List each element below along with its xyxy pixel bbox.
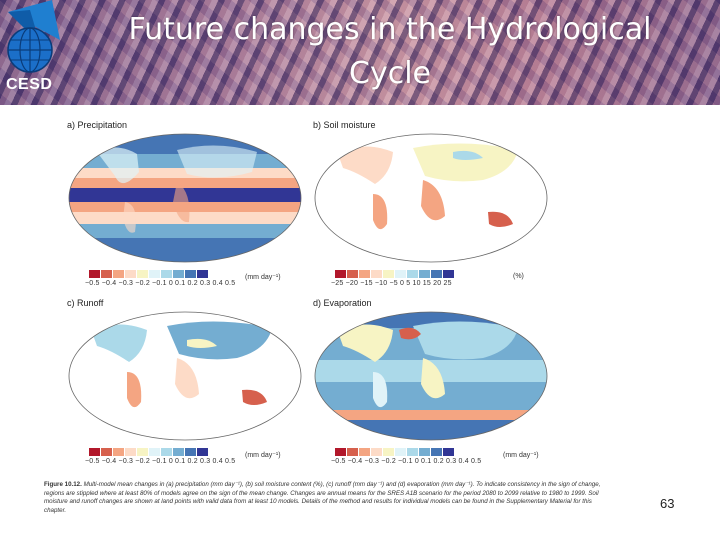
header-banner: CESD Future changes in the Hydrological … bbox=[0, 0, 720, 105]
figure-caption: Figure 10.12. Multi-model mean changes i… bbox=[44, 481, 604, 515]
evaporation-unit: (mm day⁻¹) bbox=[503, 452, 539, 459]
runoff-colorbar bbox=[89, 448, 209, 456]
figure-10-12: a) Precipitation −0.5 −0.4 −0.3 −0.2 −0.… bbox=[55, 110, 615, 528]
slide-title: Future changes in the Hydrological Cycle bbox=[128, 12, 652, 91]
precipitation-unit: (mm day⁻¹) bbox=[245, 274, 281, 281]
logo-text: CESD bbox=[6, 76, 53, 93]
soil-moisture-unit: (%) bbox=[513, 273, 524, 280]
precipitation-legend: −0.5 −0.4 −0.3 −0.2 −0.1 0 0.1 0.2 0.3 0… bbox=[67, 270, 303, 292]
caption-label: Figure 10.12. bbox=[44, 481, 82, 488]
precipitation-colorbar bbox=[89, 270, 209, 278]
runoff-ticks: −0.5 −0.4 −0.3 −0.2 −0.1 0 0.1 0.2 0.3 0… bbox=[85, 458, 236, 465]
caption-text: Multi-model mean changes in (a) precipit… bbox=[44, 481, 601, 514]
soil-moisture-ticks: −25 −20 −15 −10 −5 0 5 10 15 20 25 bbox=[331, 280, 452, 287]
runoff-map bbox=[68, 311, 302, 441]
runoff-legend: −0.5 −0.4 −0.3 −0.2 −0.1 0 0.1 0.2 0.3 0… bbox=[67, 448, 303, 470]
precipitation-ticks: −0.5 −0.4 −0.3 −0.2 −0.1 0 0.1 0.2 0.3 0… bbox=[85, 280, 236, 287]
panel-b-label: b) Soil moisture bbox=[313, 120, 376, 130]
soil-moisture-colorbar bbox=[335, 270, 455, 278]
soil-moisture-map bbox=[314, 133, 548, 263]
precipitation-map bbox=[68, 133, 302, 263]
runoff-unit: (mm day⁻¹) bbox=[245, 452, 281, 459]
evaporation-legend: −0.5 −0.4 −0.3 −0.2 −0.1 0 0.1 0.2 0.3 0… bbox=[313, 448, 549, 470]
panel-d-label: d) Evaporation bbox=[313, 298, 372, 308]
evaporation-colorbar bbox=[335, 448, 455, 456]
panel-c-label: c) Runoff bbox=[67, 298, 104, 308]
page-number: 63 bbox=[660, 496, 675, 511]
cesd-logo-icon bbox=[7, 0, 60, 73]
evaporation-map bbox=[314, 311, 548, 441]
panel-a-label: a) Precipitation bbox=[67, 120, 128, 130]
soil-moisture-legend: −25 −20 −15 −10 −5 0 5 10 15 20 25 (%) bbox=[313, 270, 549, 292]
evaporation-ticks: −0.5 −0.4 −0.3 −0.2 −0.1 0 0.1 0.2 0.3 0… bbox=[331, 458, 482, 465]
